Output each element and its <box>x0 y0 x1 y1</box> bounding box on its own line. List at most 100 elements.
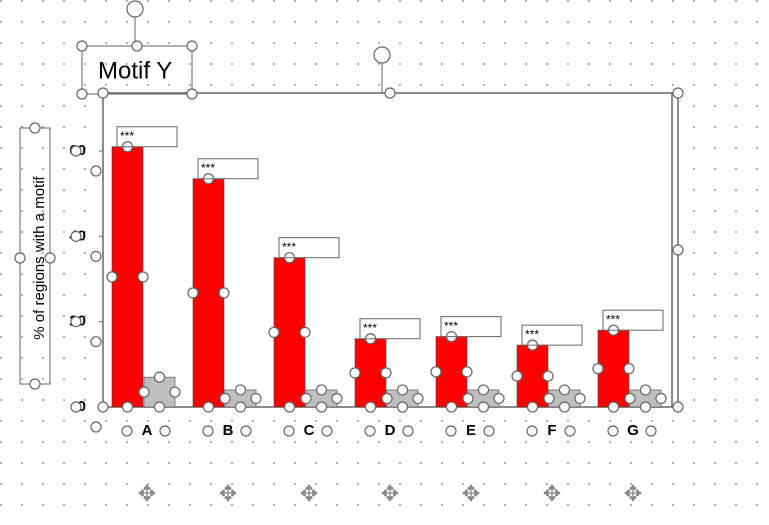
selection-handle[interactable] <box>90 165 102 177</box>
selection-handle[interactable] <box>90 421 102 433</box>
selection-handle[interactable] <box>169 386 181 398</box>
selection-handle[interactable] <box>445 425 457 437</box>
selection-handle[interactable] <box>445 401 458 413</box>
selection-handle[interactable] <box>76 88 88 100</box>
selection-handle[interactable] <box>268 326 280 338</box>
selection-handle[interactable] <box>511 370 523 382</box>
selection-handle[interactable] <box>592 363 604 375</box>
selection-handle[interactable] <box>250 392 262 405</box>
selection-handle[interactable] <box>187 287 199 299</box>
selection-handle[interactable] <box>349 367 361 379</box>
selection-handle[interactable] <box>70 316 82 328</box>
selection-handle[interactable] <box>364 401 377 413</box>
rotate-handle[interactable] <box>126 0 144 18</box>
selection-handle[interactable] <box>219 392 231 405</box>
move-icon[interactable]: ✥ <box>624 481 642 506</box>
selection-handle[interactable] <box>493 392 505 405</box>
selection-handle[interactable] <box>121 401 134 413</box>
label-selection <box>521 324 583 346</box>
selection-handle[interactable] <box>315 384 328 396</box>
selection-handle[interactable] <box>153 371 166 383</box>
selection-handle[interactable] <box>412 392 424 405</box>
selection-handle[interactable] <box>14 252 26 264</box>
selection-handle[interactable] <box>138 386 150 398</box>
selection-handle[interactable] <box>186 88 198 100</box>
move-icon[interactable]: ✥ <box>462 481 480 506</box>
selection-handle[interactable] <box>381 392 393 405</box>
selection-handle[interactable] <box>70 230 82 242</box>
selection-handle[interactable] <box>299 326 311 338</box>
selection-handle[interactable] <box>202 425 214 437</box>
selection-handle[interactable] <box>137 271 149 283</box>
selection-handle[interactable] <box>106 271 118 283</box>
significance-label: *** <box>282 240 296 254</box>
selection-handle[interactable] <box>384 87 396 99</box>
selection-handle[interactable] <box>321 425 333 437</box>
selection-handle[interactable] <box>574 392 586 405</box>
selection-handle[interactable] <box>97 87 109 99</box>
rotate-handle[interactable] <box>373 46 391 64</box>
selection-handle[interactable] <box>430 366 442 378</box>
selection-handle[interactable] <box>240 425 252 437</box>
selection-handle[interactable] <box>315 401 328 413</box>
selection-handle[interactable] <box>483 425 495 437</box>
selection-handle[interactable] <box>234 401 247 413</box>
selection-handle[interactable] <box>218 287 230 299</box>
selection-handle[interactable] <box>542 370 554 382</box>
selection-handle[interactable] <box>70 401 82 413</box>
selection-handle[interactable] <box>461 366 473 378</box>
selection-handle[interactable] <box>526 401 539 413</box>
selection-handle[interactable] <box>283 401 296 413</box>
selection-handle[interactable] <box>477 401 490 413</box>
x-tick-label: D <box>385 422 396 439</box>
selection-handle[interactable] <box>90 250 102 262</box>
selection-handle[interactable] <box>564 425 576 437</box>
selection-handle[interactable] <box>639 384 652 396</box>
selection-handle[interactable] <box>76 40 88 52</box>
selection-handle[interactable] <box>380 367 392 379</box>
selection-handle[interactable] <box>402 425 414 437</box>
selection-handle[interactable] <box>364 425 376 437</box>
selection-handle[interactable] <box>97 401 109 413</box>
move-icon[interactable]: ✥ <box>300 481 318 506</box>
move-icon[interactable]: ✥ <box>138 481 156 506</box>
selection-handle[interactable] <box>44 252 56 264</box>
selection-handle[interactable] <box>607 401 620 413</box>
move-icon[interactable]: ✥ <box>219 481 237 506</box>
selection-handle[interactable] <box>396 401 409 413</box>
selection-handle[interactable] <box>186 40 198 52</box>
selection-handle[interactable] <box>672 87 684 99</box>
move-icon[interactable]: ✥ <box>543 481 561 506</box>
selection-handle[interactable] <box>29 122 41 134</box>
selection-handle[interactable] <box>477 384 490 396</box>
selection-handle[interactable] <box>131 40 143 52</box>
selection-handle[interactable] <box>462 392 474 405</box>
selection-handle[interactable] <box>607 425 619 437</box>
selection-handle[interactable] <box>672 401 684 413</box>
move-icon[interactable]: ✥ <box>381 481 399 506</box>
selection-handle[interactable] <box>121 425 133 437</box>
selection-handle[interactable] <box>331 392 343 405</box>
selection-handle[interactable] <box>159 425 171 437</box>
selection-handle[interactable] <box>558 384 571 396</box>
selection-handle[interactable] <box>655 392 667 405</box>
selection-handle[interactable] <box>90 336 102 348</box>
selection-handle[interactable] <box>526 425 538 437</box>
selection-handle[interactable] <box>202 401 215 413</box>
selection-handle[interactable] <box>543 392 555 405</box>
selection-handle[interactable] <box>29 378 41 390</box>
plot-area-frame[interactable] <box>102 92 679 408</box>
selection-handle[interactable] <box>70 145 82 157</box>
selection-handle[interactable] <box>624 392 636 405</box>
selection-handle[interactable] <box>234 384 247 396</box>
selection-handle[interactable] <box>639 401 652 413</box>
selection-handle[interactable] <box>623 363 635 375</box>
selection-handle[interactable] <box>153 401 166 413</box>
selection-handle[interactable] <box>672 244 684 256</box>
selection-handle[interactable] <box>558 401 571 413</box>
selection-handle[interactable] <box>300 392 312 405</box>
selection-handle[interactable] <box>283 425 295 437</box>
selection-handle[interactable] <box>645 425 657 437</box>
selection-handle[interactable] <box>396 384 409 396</box>
